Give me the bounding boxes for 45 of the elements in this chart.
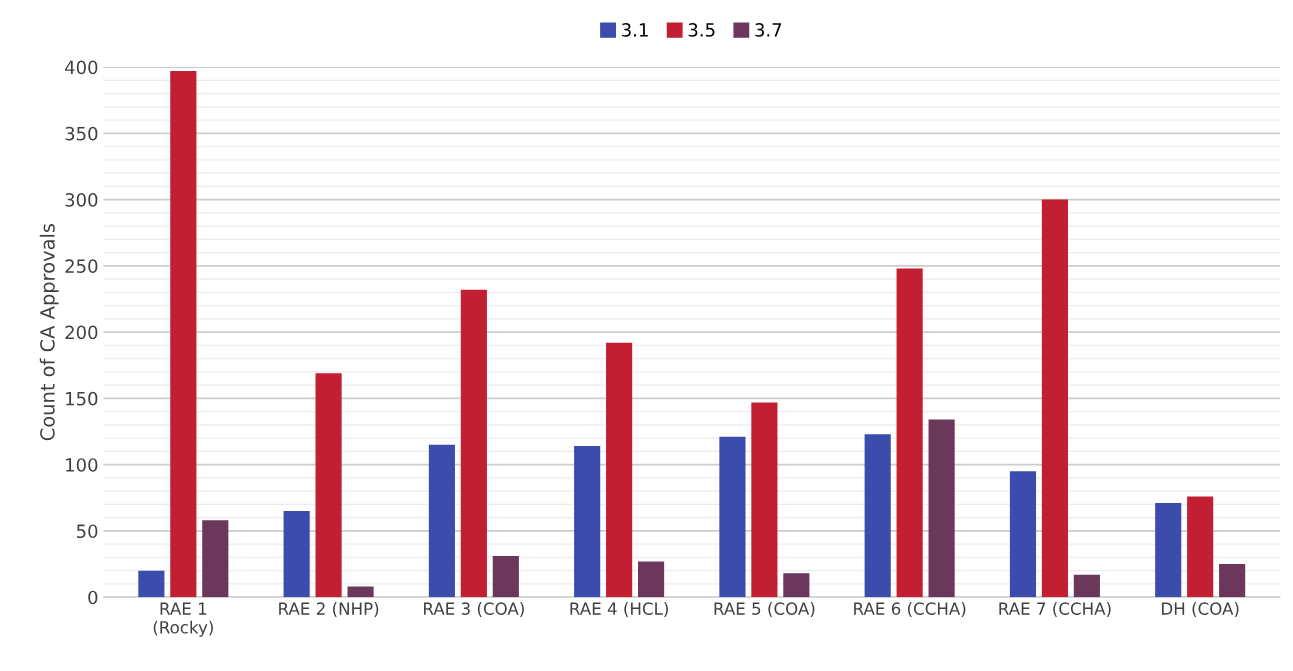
y-tick-label: 350 [65, 126, 98, 141]
bar [1041, 199, 1068, 598]
bar [170, 71, 197, 598]
y-tick-label: 100 [66, 458, 98, 472]
legend-label: 3.1 [622, 23, 648, 37]
y-tick-label: 200 [65, 325, 98, 340]
legend-label: 3.5 [688, 23, 715, 37]
y-tick-label: 150 [66, 391, 98, 406]
bar [719, 436, 746, 598]
y-axis-title: Count of CA Approvals [39, 223, 59, 441]
bar [928, 419, 955, 598]
bar [1073, 574, 1100, 598]
bar [638, 561, 665, 598]
bar [460, 289, 487, 598]
bar [202, 520, 229, 598]
bar [1187, 496, 1214, 598]
bar [1219, 564, 1246, 598]
x-tick-label: RAE 1 (Rocky) [153, 602, 213, 637]
bar [492, 556, 519, 598]
bar [347, 586, 374, 598]
bar [574, 446, 601, 598]
x-tick-label: RAE 5 (COA) [714, 602, 815, 617]
y-tick-label: 300 [65, 193, 98, 207]
bar [783, 573, 810, 598]
bar [428, 444, 455, 598]
bar [751, 402, 778, 598]
legend-label: 3.7 [755, 23, 782, 37]
bar [1155, 503, 1182, 598]
x-tick-label: RAE 2 (NHP) [279, 602, 379, 617]
x-tick-label: RAE 4 (HCL) [570, 602, 668, 617]
bar [283, 511, 310, 598]
bar [606, 342, 633, 598]
bar [315, 373, 342, 598]
x-tick-label: RAE 7 (CCHA) [999, 602, 1111, 617]
bar [1009, 471, 1037, 598]
bar [864, 434, 891, 598]
bar [138, 570, 165, 598]
y-tick-label: 400 [65, 60, 98, 75]
x-tick-label: DH (COA) [1162, 602, 1239, 617]
y-tick-label: 50 [77, 524, 98, 539]
x-tick-label: RAE 6 (CCHA) [854, 602, 966, 617]
bar [896, 268, 923, 598]
y-tick-label: 250 [65, 259, 98, 273]
x-tick-label: RAE 3 (COA) [424, 602, 524, 617]
y-tick-label: 0 [88, 590, 98, 605]
